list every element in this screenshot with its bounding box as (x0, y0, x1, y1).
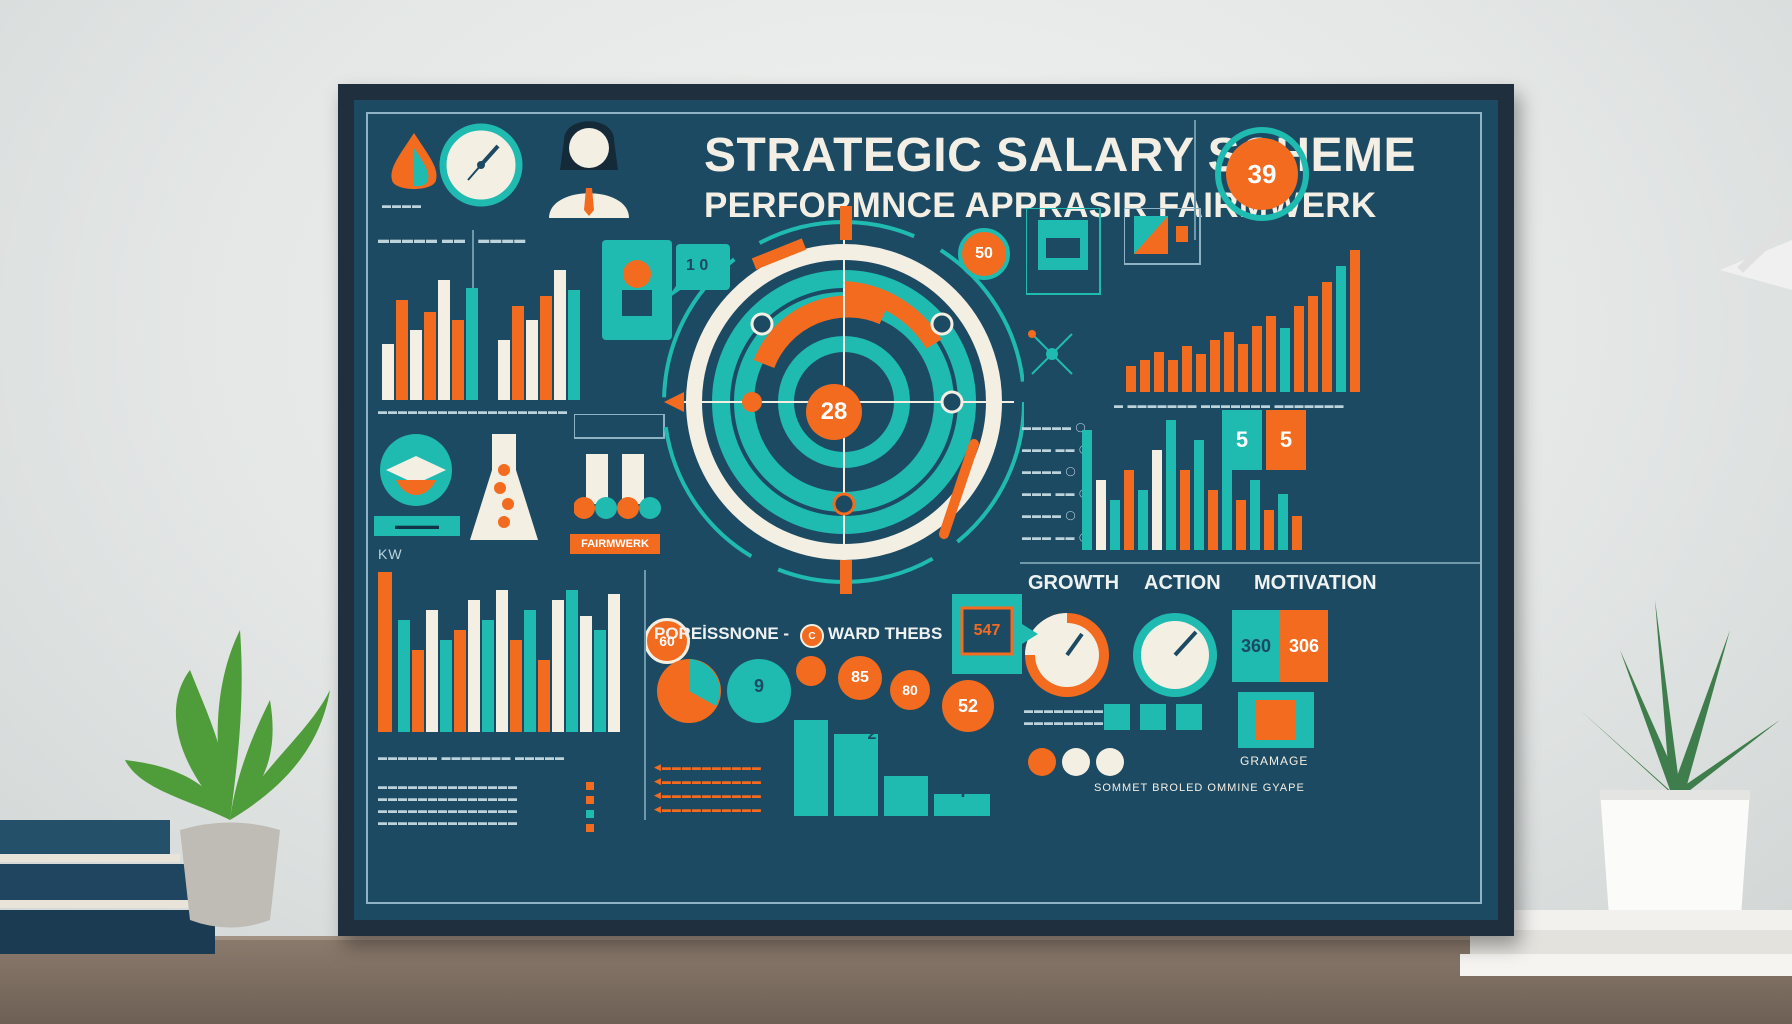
compass-clock-icon (439, 123, 523, 207)
small-tokens (1028, 704, 1202, 776)
flask-icon (470, 434, 538, 540)
svg-text:1 0: 1 0 (686, 257, 708, 274)
monitor-547-icon (952, 594, 1038, 674)
infographic-poster: STRATEGIC SALARY SCHEME PERFORMNCE APPRA… (354, 100, 1498, 920)
legend-swatches-left (586, 782, 594, 832)
bar-value-7: 7 (958, 780, 969, 801)
fairmwerk-label: FAIRMWERK (570, 534, 660, 554)
network-icon (1028, 330, 1073, 375)
bar-chart-top-right (1126, 250, 1360, 392)
gramage-box (1238, 692, 1314, 748)
divider (644, 570, 646, 820)
side-list: ▬▬▬▬▬ ◯ ▬▬▬ ▬▬ ◯ ▬▬▬▬ ◯ ▬▬▬ ▬▬ ◯ ▬▬▬▬ ◯ ▬▬▬ ▬… (1022, 422, 1091, 542)
value-box-5a: 5 (1222, 410, 1262, 470)
pie-chart-orange (657, 659, 721, 723)
graduation-label: ▬▬▬▬ (374, 516, 460, 536)
heading-action: ACTION (1144, 572, 1221, 594)
heading-motivation: MOTIVATION (1254, 572, 1377, 594)
manager-card-icon: 1 0 (602, 240, 730, 340)
small-orange-dot: C (800, 624, 824, 648)
gauge-clock-1 (1025, 613, 1109, 697)
beakers-icon (574, 414, 665, 519)
books-left (0, 820, 215, 954)
drop-caption-lines: ▬▬▬▬ (382, 200, 422, 210)
monitor-value-547: 547 (973, 622, 1001, 639)
bar-chart-bottom-center (794, 720, 990, 816)
bar-chart-mid-right (1082, 420, 1302, 550)
badge-50: 50 (958, 228, 1010, 280)
bar-chart-bottom-left (378, 572, 620, 732)
books-right (1460, 910, 1792, 976)
bar-chart-top-left (382, 270, 580, 400)
badge-52: 52 (942, 680, 994, 732)
divider (1194, 120, 1196, 240)
graduation-icon (380, 434, 452, 506)
pie-value-9: 9 (753, 675, 764, 696)
chart-bottom-left-footer: ▬▬▬▬▬▬ ▬▬▬▬▬▬▬ ▬▬▬▬▬ (378, 752, 566, 762)
bar-value-2: 2 (867, 726, 877, 743)
device-panel-icon (1026, 208, 1101, 295)
poster-frame: STRATEGIC SALARY SCHEME PERFORMNCE APPRA… (338, 84, 1514, 936)
gauge-clock-2 (1133, 613, 1217, 697)
chart-left-header: ▬▬▬▬▬ ▬▬ ▬▬▬▬ (378, 234, 527, 246)
image-card-icon (1124, 208, 1201, 265)
gramage-label: GRAMAGE (1240, 754, 1309, 768)
desk-lamp (1720, 217, 1792, 290)
badge-80: 80 (890, 670, 930, 710)
footer-caption: SOMMET BROLED OMMINE GYAPE (1094, 782, 1305, 794)
badge-85: 85 (838, 656, 882, 700)
badge-circle-small (796, 656, 826, 686)
plant-right (1580, 600, 1780, 930)
value-box-306: 306 (1280, 610, 1328, 682)
water-drop-icon (391, 133, 437, 189)
plant-left (125, 630, 330, 928)
value-box-360: 360 (1232, 610, 1280, 682)
poster-title: STRATEGIC SALARY SCHEME (704, 129, 1416, 182)
divider (1020, 562, 1480, 564)
value-box-5b: 5 (1266, 410, 1306, 470)
person-avatar-icon (549, 121, 629, 218)
center-score: 28 (806, 384, 862, 440)
heading-poressnone: POREİSSNONE - (654, 624, 790, 643)
badge-60: 60 (644, 618, 690, 664)
heading-ward-thebs: WARD THEBS (828, 624, 943, 643)
small-caption: ▬▬▬▬▬▬▬▬ ▬▬▬▬▬▬▬▬ (1024, 705, 1104, 727)
kw-label: KW (378, 546, 403, 562)
top-right-score: 39 (1247, 158, 1277, 189)
legend-block-left: ▬▬▬▬▬▬▬▬▬▬▬▬▬▬ ▬▬▬▬▬▬▬▬▬▬▬▬▬▬ ▬▬▬▬▬▬▬▬▬▬▬▬… (378, 781, 518, 827)
chart-top-right-footer: ▬ ▬▬▬▬▬▬▬ ▬▬▬▬▬▬▬ ▬▬▬▬▬▬▬ (1114, 400, 1345, 410)
score-ring-39 (1215, 127, 1309, 221)
arrow-legend: ◀▬▬▬▬▬▬▬▬▬▬ ◀▬▬▬▬▬▬▬▬▬▬ ◀▬▬▬▬▬▬▬▬▬▬ ◀▬▬▬▬▬▬… (654, 762, 762, 814)
pie-chart-teal (727, 659, 791, 723)
chart-left-footer: ▬▬▬▬▬▬▬▬▬▬▬▬▬▬▬▬▬▬▬ (378, 406, 568, 416)
heading-growth: GROWTH (1028, 572, 1120, 594)
